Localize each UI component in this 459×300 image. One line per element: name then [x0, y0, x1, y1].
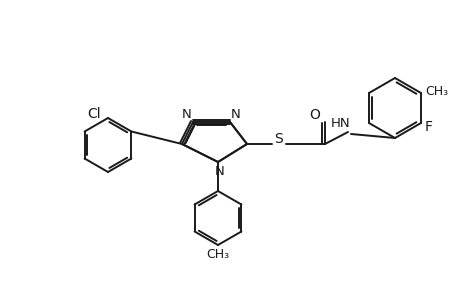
Text: HN: HN	[330, 116, 350, 130]
Text: CH₃: CH₃	[425, 85, 448, 98]
Text: S: S	[274, 132, 283, 146]
Text: CH₃: CH₃	[206, 248, 229, 262]
Text: Cl: Cl	[87, 107, 101, 121]
Text: N: N	[230, 107, 241, 121]
Text: F: F	[424, 120, 432, 134]
Text: O: O	[309, 108, 320, 122]
Text: N: N	[182, 107, 191, 121]
Text: N: N	[215, 164, 224, 178]
